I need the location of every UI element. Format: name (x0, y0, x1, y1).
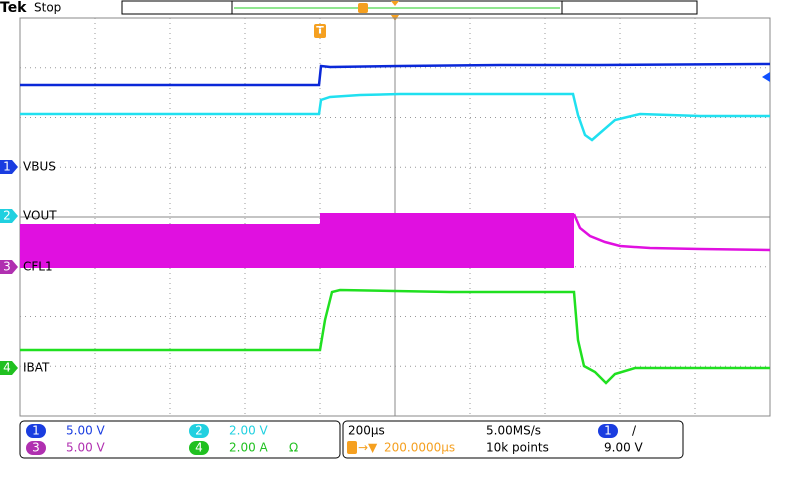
channel-number: 3 (32, 441, 40, 455)
position: 200.0000µs (384, 441, 455, 455)
channel-badge (26, 441, 46, 455)
trigger-level-marker (762, 72, 770, 82)
trigger-marker (358, 3, 368, 13)
channel-labels: 1 VBUS 2 VOUT 3 CFL1 4 IBAT (0, 160, 57, 375)
channel-label: CFL1 (23, 260, 53, 274)
brand: Tek (0, 0, 27, 16)
channel-label: VBUS (23, 160, 56, 174)
record-length: 10k points (486, 441, 549, 455)
channel-scale: 5.00 V (66, 441, 106, 455)
trigger-source: 1 (604, 424, 612, 438)
channel-badge (189, 424, 209, 438)
channel-label: VOUT (23, 209, 57, 223)
cfl1-band (20, 224, 320, 268)
vertical-panel (19, 420, 341, 459)
sample-rate: 5.00MS/s (486, 424, 541, 438)
readouts: 1 5.00 V 3 5.00 V 2 2.00 V 4 2.00 A Ω 200µs 5.00MS… (26, 424, 644, 455)
channel-number: 4 (3, 361, 11, 375)
time-scale: 200µs (348, 424, 385, 438)
channel-scale: 2.00 V (229, 424, 269, 438)
channel-number: 4 (195, 441, 203, 455)
channel-badge (189, 441, 209, 455)
channel-number: 2 (3, 209, 11, 223)
trigger-level: 9.00 V (604, 441, 644, 455)
trigger-icon (347, 441, 357, 454)
trigger-slope: / (632, 424, 637, 438)
channel-scale: 2.00 A (229, 441, 269, 455)
horizontal-panel (342, 420, 684, 459)
cfl1-trace (572, 213, 771, 252)
graticule (19, 17, 771, 417)
channel-badge (26, 424, 46, 438)
channel-number: 3 (3, 260, 11, 274)
status: Stop (34, 1, 61, 15)
channel-number: 2 (195, 424, 203, 438)
channel-scale: 5.00 V (66, 424, 106, 438)
trigger-arrow: →▼ (358, 441, 378, 455)
channel-number: 1 (32, 424, 40, 438)
channel-badge (598, 424, 618, 438)
channel-badge (0, 361, 18, 375)
trigger-time-marker (314, 24, 326, 38)
channel-label: IBAT (23, 361, 50, 375)
channel-number: 1 (3, 160, 11, 174)
channel-note: Ω (289, 441, 298, 455)
cfl1-band (320, 213, 574, 268)
ibat-trace (20, 288, 770, 385)
position-marker (391, 1, 399, 6)
vbus-trace (20, 62, 771, 87)
vout-trace (20, 92, 770, 142)
channel-badge (0, 260, 18, 274)
channel-badge (0, 160, 18, 174)
trigger-icon: T (316, 24, 324, 37)
channel-badge (0, 209, 18, 223)
